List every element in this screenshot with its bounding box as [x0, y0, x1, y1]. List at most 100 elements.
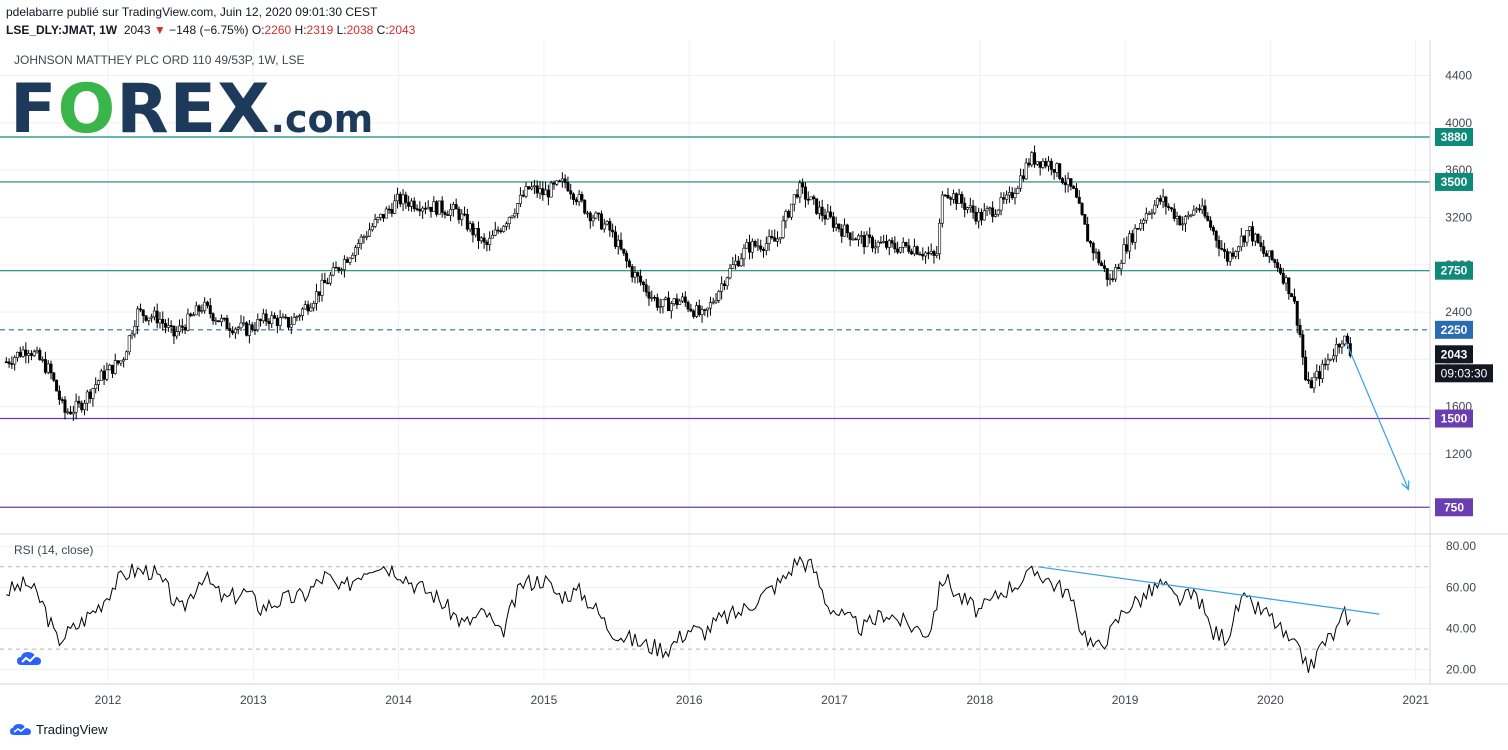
candle: [194, 301, 198, 316]
candle: [446, 210, 450, 216]
candle: [535, 180, 539, 198]
candle-body: [605, 221, 609, 225]
candle: [1183, 214, 1187, 232]
candle: [393, 194, 397, 215]
candle-body: [71, 411, 75, 415]
candle: [1044, 157, 1048, 169]
candle: [1287, 277, 1291, 300]
candle-body: [837, 223, 841, 230]
candle-body: [169, 325, 173, 327]
candle-body: [1332, 355, 1336, 360]
candle: [222, 317, 226, 322]
candle-body: [602, 223, 606, 230]
candle: [457, 206, 461, 224]
candle-body: [1091, 242, 1095, 254]
candle-body: [1298, 325, 1302, 335]
candle-body: [317, 291, 321, 296]
candle: [585, 210, 589, 218]
candle: [320, 273, 324, 302]
candle-body: [650, 296, 654, 299]
candle-body: [309, 307, 313, 312]
candle-body: [949, 197, 953, 200]
candle-body: [1128, 233, 1132, 252]
candle-body: [1167, 206, 1171, 209]
candle: [379, 213, 383, 221]
candle: [921, 247, 925, 261]
candle-body: [393, 200, 397, 214]
tradingview-brand[interactable]: TradingView: [10, 722, 108, 737]
candle-body: [686, 302, 690, 310]
candle-body: [348, 257, 352, 263]
candle: [342, 255, 346, 278]
candle: [370, 223, 374, 232]
candle: [1172, 203, 1176, 222]
candle-body: [21, 349, 25, 357]
candle: [521, 189, 525, 198]
candle: [250, 321, 254, 333]
candle-body: [806, 198, 810, 201]
candle-body: [577, 194, 581, 203]
candle: [1164, 195, 1168, 215]
candle-body: [1178, 216, 1182, 226]
candle-body: [1119, 262, 1123, 270]
candle-body: [270, 315, 274, 324]
rsi-label[interactable]: RSI (14, close): [14, 543, 94, 557]
candle: [602, 218, 606, 233]
candle: [680, 292, 684, 304]
candle-body: [815, 198, 819, 214]
tradingview-cloud-icon[interactable]: [16, 650, 42, 670]
candle: [463, 206, 467, 217]
candle: [186, 308, 190, 332]
candle: [387, 205, 391, 214]
logo-o: O: [57, 70, 117, 149]
candle-body: [303, 304, 307, 310]
price-tick-label: 3200: [1445, 210, 1472, 224]
candle-body: [320, 279, 324, 296]
x-tick-label: 2013: [240, 693, 267, 707]
candle: [569, 183, 573, 200]
candle: [1175, 211, 1179, 226]
candle: [52, 371, 56, 383]
candle: [781, 215, 785, 240]
candle-body: [231, 330, 235, 334]
candle: [152, 306, 156, 321]
candle-body: [479, 237, 483, 242]
candle: [130, 330, 134, 340]
candle: [71, 405, 75, 421]
candle-body: [572, 193, 576, 200]
candle-body: [13, 357, 17, 365]
candle: [541, 181, 545, 201]
candle: [946, 187, 950, 199]
candle: [742, 244, 746, 267]
candle: [376, 216, 380, 224]
candle: [823, 208, 827, 226]
candle: [1167, 203, 1171, 211]
candle-body: [292, 317, 296, 325]
candle: [136, 306, 140, 335]
candle-body: [773, 237, 777, 242]
candle: [789, 203, 793, 220]
candle-body: [960, 194, 964, 204]
candle-body: [384, 208, 388, 219]
candle: [144, 315, 148, 322]
candle: [66, 408, 70, 415]
candle-body: [69, 411, 73, 415]
candle: [1192, 205, 1196, 217]
candle: [192, 312, 196, 317]
candle-body: [1192, 209, 1196, 216]
candle: [1010, 187, 1014, 200]
candle: [762, 247, 766, 258]
candle: [538, 181, 542, 200]
candle-body: [680, 296, 684, 302]
candle: [952, 189, 956, 204]
candle-body: [379, 213, 383, 218]
candle-body: [1007, 192, 1011, 196]
candle: [418, 201, 422, 217]
candle: [784, 209, 788, 229]
candle: [611, 223, 615, 238]
candle: [1083, 214, 1087, 225]
candle-body: [675, 298, 679, 305]
candle-body: [1315, 371, 1319, 378]
candle-body: [588, 212, 592, 222]
symbol[interactable]: LSE_DLY:JMAT, 1W: [6, 23, 118, 37]
